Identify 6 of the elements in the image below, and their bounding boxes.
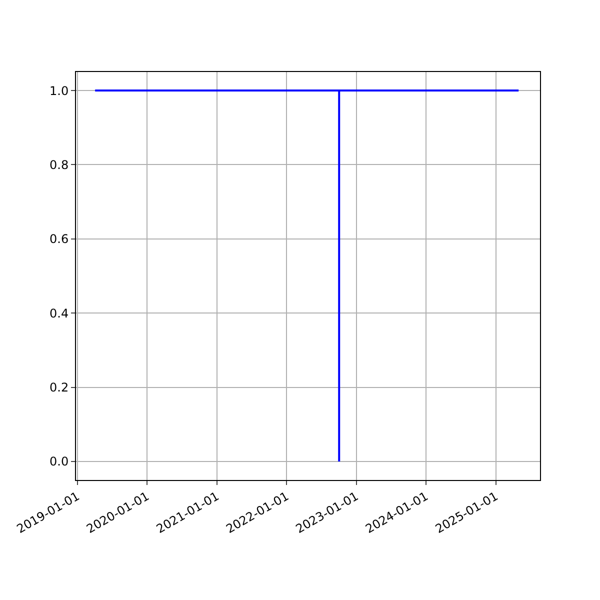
y-tick-label: 0.0 xyxy=(50,454,69,469)
y-tick-label: 0.8 xyxy=(50,158,69,172)
y-tick-label: 0.4 xyxy=(50,306,69,320)
y-tick-label: 0.2 xyxy=(50,380,69,394)
y-tick-label: 1.0 xyxy=(50,84,69,98)
y-tick-label: 0.6 xyxy=(50,232,69,246)
